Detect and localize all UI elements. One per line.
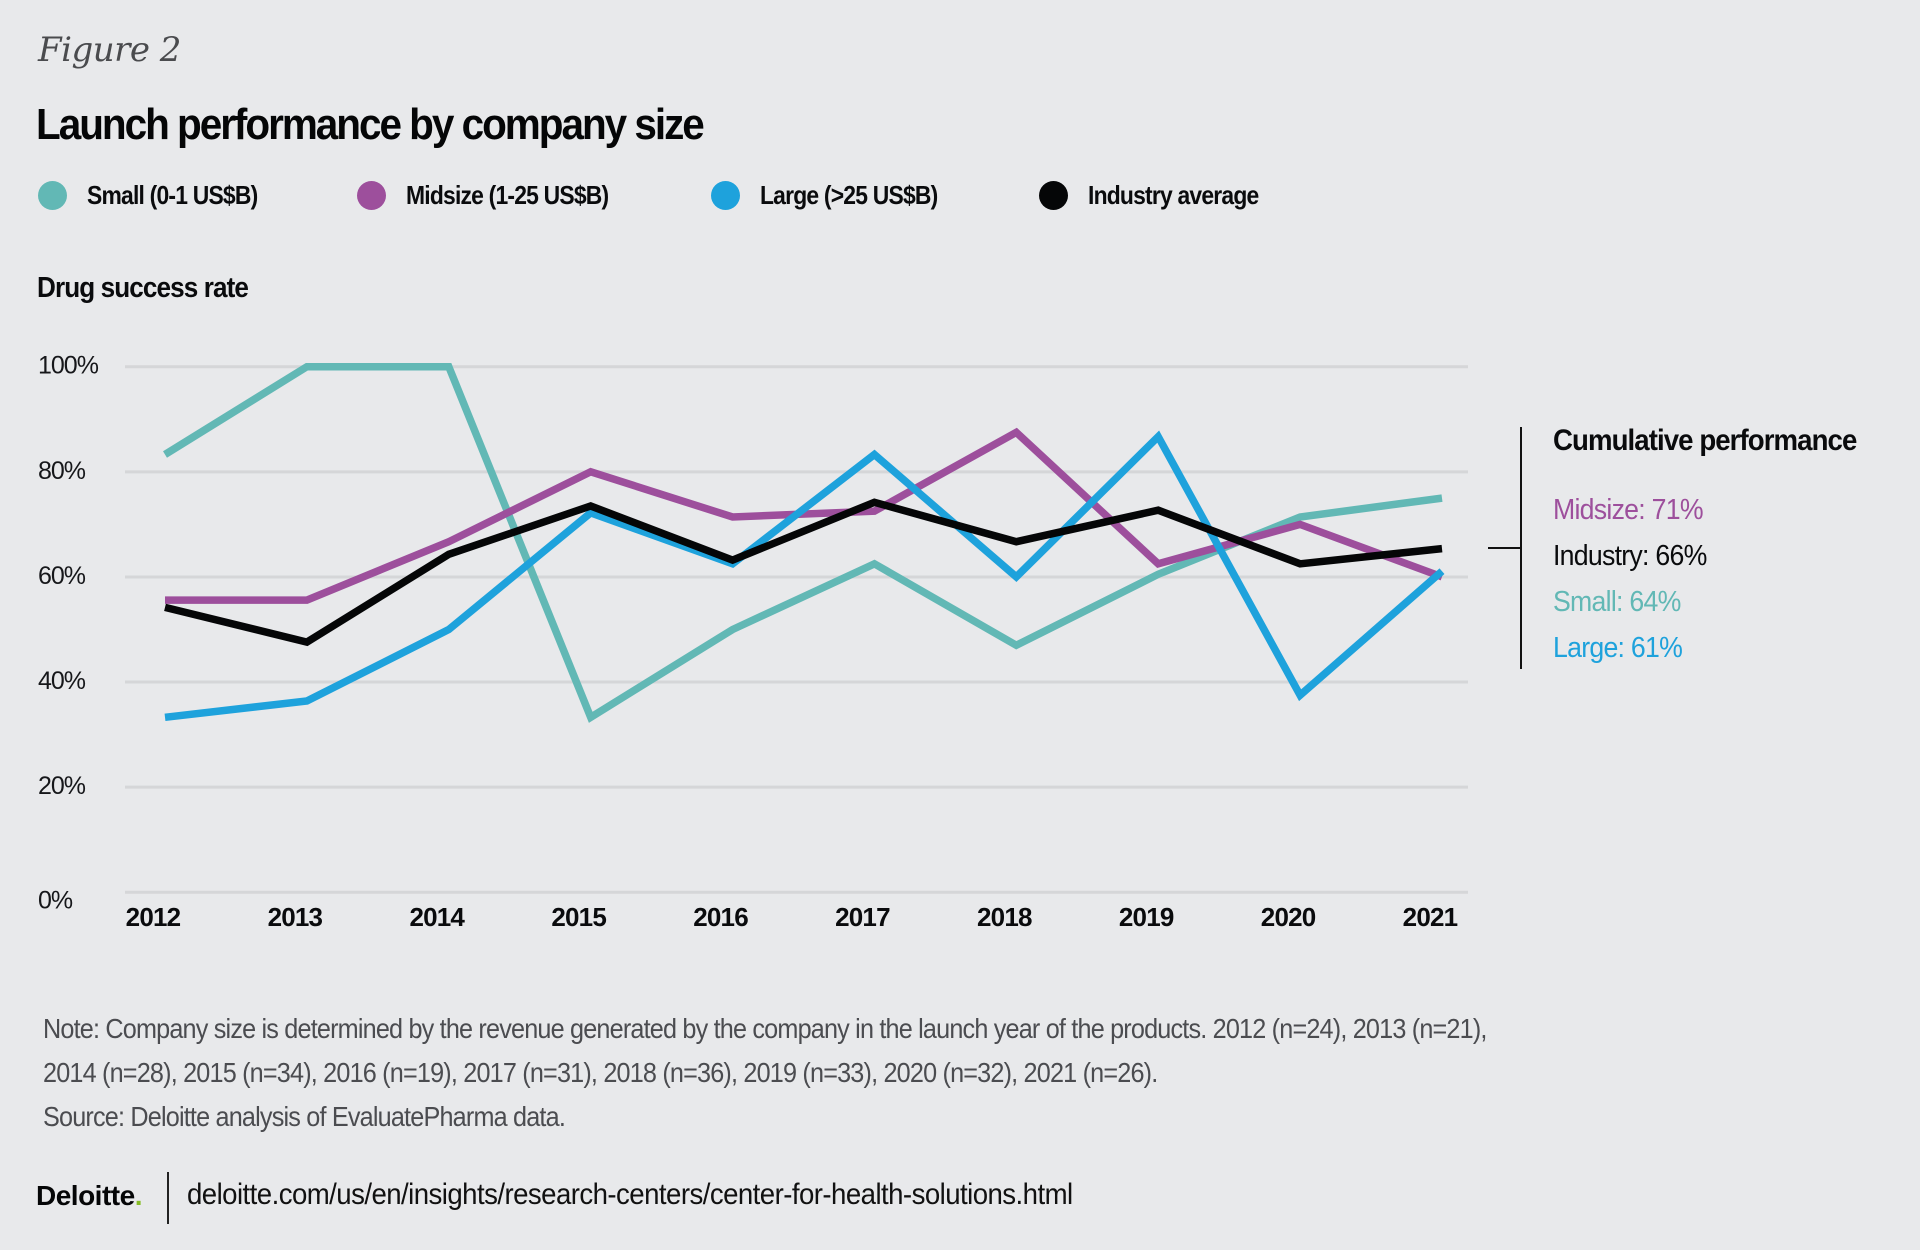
cumulative-large: Large: 61% <box>1553 632 1683 664</box>
logo-green-dot: . <box>134 1180 143 1211</box>
legend-dot-large-icon <box>711 180 740 210</box>
series-line-large <box>164 430 1445 722</box>
y-tick-label: 0% <box>38 886 73 914</box>
x-tick-label: 2020 <box>1261 902 1316 932</box>
cumulative-midsize: Midsize: 71% <box>1553 494 1704 526</box>
line-chart: 0%20%40%60%80%100% 2012 2013 2014 2015 2016 2… <box>38 352 1468 932</box>
source-note: Source: Deloitte analysis of EvaluatePha… <box>43 1101 566 1132</box>
legend-dot-industry-icon <box>1039 180 1068 210</box>
y-axis-ticks: 0% 20% 40% 60% 80% 100% <box>38 352 100 915</box>
bracket-vertical-line <box>1520 427 1522 669</box>
footer-divider <box>167 1172 169 1224</box>
series-lines <box>163 362 1445 723</box>
x-tick-label: 2021 <box>1403 902 1458 932</box>
y-tick-label: 20% <box>38 772 86 800</box>
x-tick-label: 2013 <box>268 902 323 932</box>
figure-label: Figure 2 <box>38 30 181 70</box>
x-axis-ticks: 2012 2013 2014 2015 2016 2017 2018 2019 2020 2021 <box>126 902 1459 932</box>
legend-dot-small-icon <box>38 180 67 210</box>
legend-item-small: Small (0-1 US$B) <box>38 178 281 212</box>
footer-url-link[interactable]: deloitte.com/us/en/insights/research-cen… <box>187 1178 1073 1211</box>
logo-text: Deloitte <box>36 1180 135 1211</box>
cumulative-small: Small: 64% <box>1553 586 1681 618</box>
legend-label: Large (>25 US$B) <box>760 179 938 210</box>
x-tick-label: 2017 <box>835 902 890 932</box>
legend-item-large: Large (>25 US$B) <box>711 178 962 212</box>
gridlines <box>125 365 1468 894</box>
legend-item-midsize: Midsize (1-25 US$B) <box>357 178 636 212</box>
y-tick-label: 60% <box>38 562 86 590</box>
series-line-industry <box>164 498 1443 647</box>
bracket-tick <box>1488 547 1521 549</box>
cumulative-industry: Industry: 66% <box>1553 540 1707 572</box>
y-tick-label: 80% <box>38 457 86 485</box>
legend-dot-midsize-icon <box>357 180 386 210</box>
note-line-1: Note: Company size is determined by the … <box>43 1013 1487 1044</box>
x-tick-label: 2018 <box>977 902 1032 932</box>
legend-label: Midsize (1-25 US$B) <box>406 179 609 210</box>
x-tick-label: 2016 <box>693 902 748 932</box>
cumulative-performance-title: Cumulative performance <box>1553 424 1857 457</box>
note-line-2: 2014 (n=28), 2015 (n=34), 2016 (n=19), 2… <box>43 1057 1158 1088</box>
y-tick-label: 40% <box>38 667 86 695</box>
deloitte-logo: Deloitte. <box>36 1180 142 1212</box>
x-tick-label: 2015 <box>551 902 606 932</box>
chart-title: Launch performance by company size <box>36 100 705 149</box>
x-tick-label: 2014 <box>409 902 465 932</box>
x-tick-label: 2012 <box>126 902 181 932</box>
legend-label: Industry average <box>1088 179 1259 210</box>
legend-item-industry: Industry average <box>1039 178 1282 212</box>
y-axis-title: Drug success rate <box>37 272 249 304</box>
series-line-midsize <box>165 427 1444 604</box>
y-tick-label: 100% <box>38 352 99 380</box>
legend-label: Small (0-1 US$B) <box>87 179 258 210</box>
x-tick-label: 2019 <box>1119 902 1174 932</box>
